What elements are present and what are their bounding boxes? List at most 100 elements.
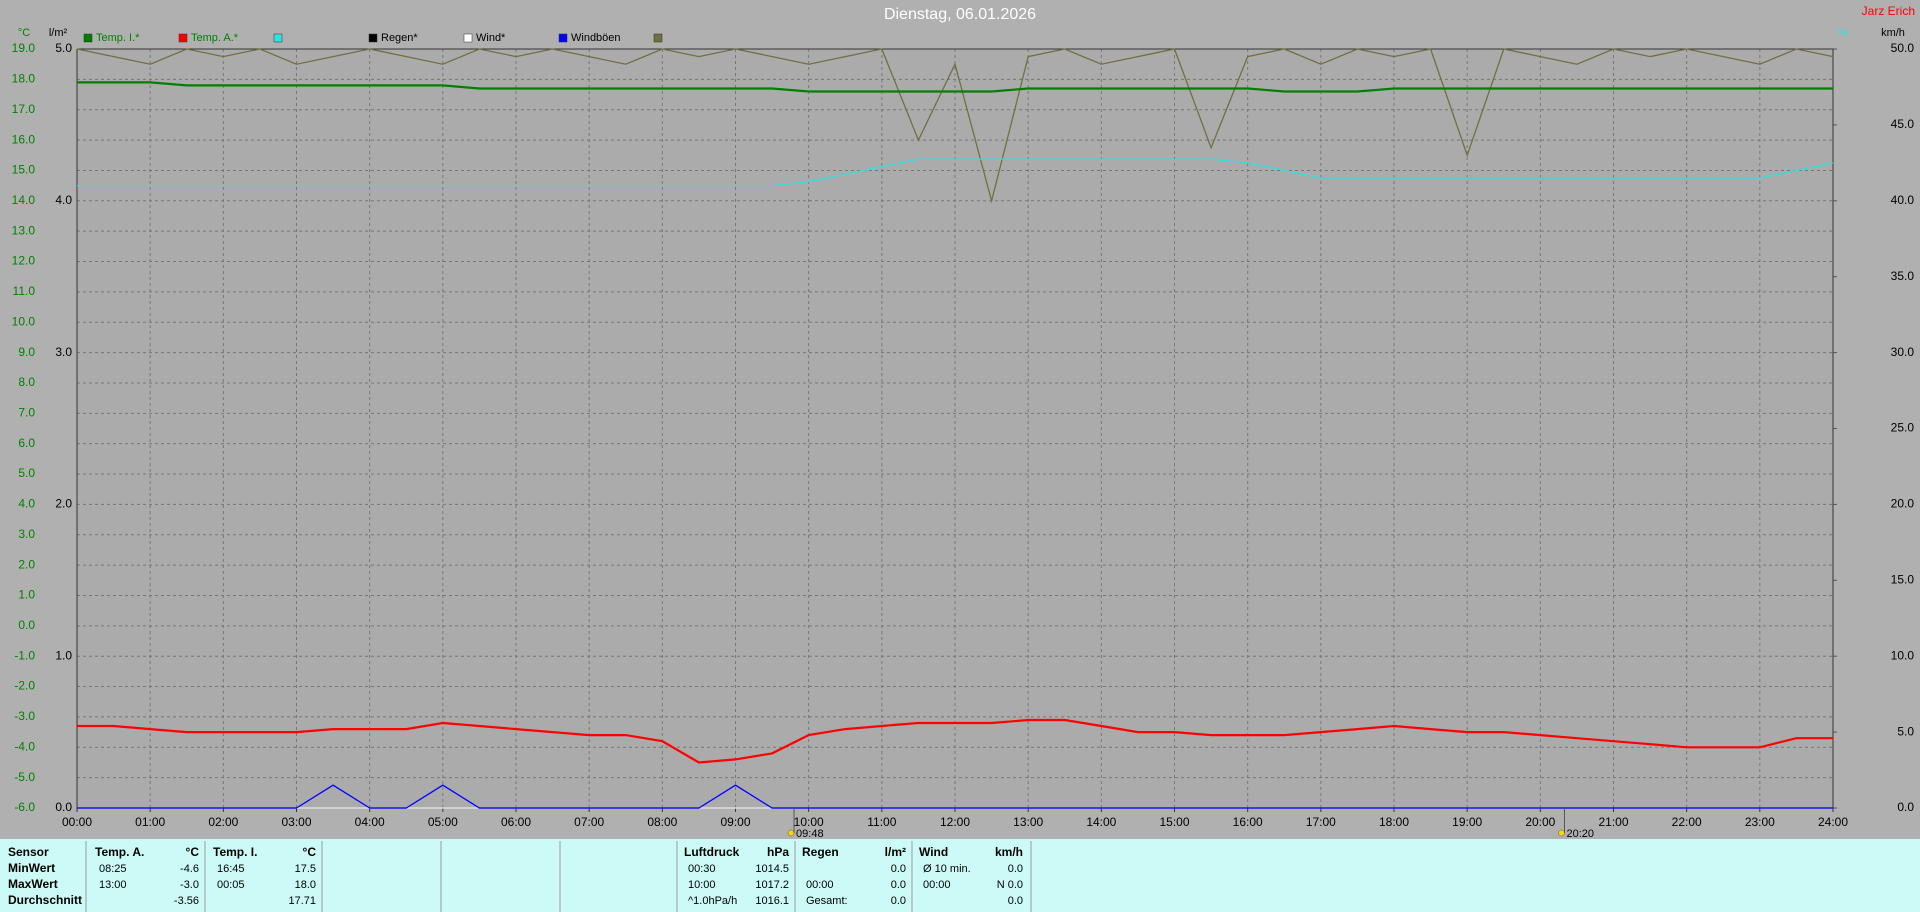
summary-cell: 00:05	[217, 879, 245, 891]
summary-cell: 16:45	[217, 863, 245, 875]
legend-swatch	[653, 33, 663, 43]
summary-cell: -4.6	[180, 863, 199, 875]
y2-tick-label: 40.0	[1891, 193, 1915, 207]
x-tick-label: 04:00	[355, 815, 385, 829]
y3-tick-label: 5.0	[55, 41, 72, 55]
summary-cell: 0.0	[891, 895, 906, 907]
y-tick-label: 14.0	[12, 193, 36, 207]
y-tick-label: 11.0	[13, 284, 36, 298]
summary-cell: 00:00	[923, 879, 951, 891]
sensor-label: Sensor	[8, 845, 49, 859]
y-tick-label: 12.0	[12, 254, 36, 268]
series-line	[77, 784, 1833, 809]
legend-label: Regen*	[381, 32, 418, 44]
y4-axis-unit: %	[1838, 27, 1848, 39]
y2-tick-label: 25.0	[1891, 421, 1915, 435]
y-tick-label: 19.0	[12, 41, 36, 55]
x-tick-label: 21:00	[1598, 815, 1628, 829]
x-tick-label: 10:00	[794, 815, 824, 829]
y2-tick-label: 5.0	[1897, 724, 1914, 738]
summary-cell: 1016.1	[755, 895, 789, 907]
block-title: Luftdruck	[684, 845, 740, 859]
y-tick-label: -4.0	[14, 739, 35, 753]
series-line	[77, 81, 1833, 93]
summary-cell: Gesamt:	[806, 895, 848, 907]
y-tick-label: 1.0	[18, 588, 35, 602]
summary-cell: 00:00	[806, 879, 834, 891]
y-tick-label: -2.0	[14, 679, 35, 693]
block-title: Temp. I.	[213, 845, 257, 859]
y-tick-label: 8.0	[18, 375, 35, 389]
y-tick-label: 16.0	[12, 132, 36, 146]
x-tick-label: 20:00	[1525, 815, 1555, 829]
y-tick-label: 15.0	[12, 163, 36, 177]
sun-icon	[1558, 829, 1565, 837]
legend-swatch	[83, 33, 93, 43]
y-tick-label: 13.0	[12, 223, 36, 237]
sensor-label: Durchschnitt	[8, 893, 82, 907]
summary-cell: Ø 10 min.	[923, 863, 971, 875]
block-unit: hPa	[767, 845, 789, 859]
y-tick-label: -5.0	[14, 770, 35, 784]
sun-icon	[787, 829, 795, 837]
chart-title: Dienstag, 06.01.2026	[884, 6, 1036, 23]
y3-tick-label: 1.0	[55, 648, 72, 662]
y2-tick-label: 20.0	[1891, 497, 1915, 511]
x-tick-label: 11:00	[867, 815, 896, 829]
y-tick-label: 18.0	[12, 72, 36, 86]
block-title: Temp. A.	[95, 845, 144, 859]
legend-label: Wind*	[476, 32, 506, 44]
summary-cell: 10:00	[688, 879, 716, 891]
y-axis-unit: °C	[18, 27, 30, 39]
summary-cell: 0.0	[891, 879, 906, 891]
x-tick-label: 07:00	[574, 815, 604, 829]
annotation: 20:20	[1566, 828, 1594, 840]
legend-swatch	[463, 33, 473, 43]
sensor-label: MinWert	[8, 861, 55, 875]
y-tick-label: 0.0	[18, 618, 35, 632]
legend-swatch	[273, 33, 283, 43]
summary-cell: 13:00	[99, 879, 127, 891]
y3-tick-label: 2.0	[55, 497, 72, 511]
series-line	[77, 718, 1833, 764]
summary-cell: N 0.0	[997, 879, 1023, 891]
y-tick-label: 6.0	[18, 436, 35, 450]
y2-tick-label: 15.0	[1891, 572, 1915, 586]
y-tick-label: 17.0	[12, 102, 36, 116]
x-tick-label: 05:00	[428, 815, 458, 829]
summary-cell: 18.0	[295, 879, 316, 891]
legend-swatch	[368, 33, 378, 43]
y-tick-label: -1.0	[14, 648, 35, 662]
x-tick-label: 08:00	[647, 815, 677, 829]
y3-axis-unit: l/m²	[49, 27, 68, 39]
x-tick-label: 17:00	[1306, 815, 1336, 829]
x-tick-label: 19:00	[1452, 815, 1482, 829]
y3-tick-label: 3.0	[55, 345, 72, 359]
x-tick-label: 06:00	[501, 815, 531, 829]
block-unit: km/h	[995, 845, 1023, 859]
legend-swatch	[178, 33, 188, 43]
sensor-label: MaxWert	[8, 877, 58, 891]
summary-cell: -3.0	[180, 879, 199, 891]
x-tick-label: 15:00	[1159, 815, 1189, 829]
block-unit: °C	[303, 845, 317, 859]
annotation: 09:48	[796, 828, 824, 840]
x-tick-label: 16:00	[1233, 815, 1263, 829]
x-tick-label: 01:00	[135, 815, 165, 829]
x-tick-label: 00:00	[62, 815, 92, 829]
x-tick-label: 13:00	[1013, 815, 1043, 829]
x-tick-label: 09:00	[720, 815, 750, 829]
legend-label: Temp. I.*	[96, 32, 140, 44]
y-tick-label: 10.0	[12, 314, 36, 328]
y-tick-label: 5.0	[18, 466, 35, 480]
y2-tick-label: 35.0	[1891, 269, 1915, 283]
summary-cell: -3.56	[174, 895, 199, 907]
summary-cell: 1014.5	[755, 863, 789, 875]
y3-tick-label: 0.0	[55, 800, 72, 814]
summary-panel	[0, 839, 1920, 912]
summary-cell: 08:25	[99, 863, 127, 875]
y-tick-label: 4.0	[18, 497, 35, 511]
y-tick-label: 2.0	[18, 557, 35, 571]
x-tick-label: 24:00	[1818, 815, 1848, 829]
